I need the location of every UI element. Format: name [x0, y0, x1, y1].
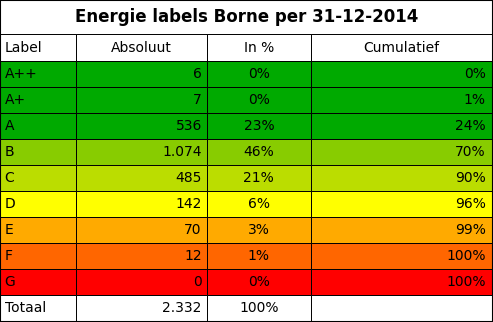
Bar: [207, 269, 311, 295]
Bar: [76, 139, 207, 165]
Bar: [76, 165, 207, 191]
Bar: [207, 217, 311, 243]
Text: F: F: [4, 249, 13, 263]
Bar: [0, 34, 76, 61]
Bar: [207, 113, 311, 139]
Bar: [0, 113, 76, 139]
Text: 96%: 96%: [455, 197, 486, 211]
Text: In %: In %: [244, 41, 274, 54]
Bar: [76, 217, 207, 243]
Text: Label: Label: [4, 41, 42, 54]
Bar: [76, 87, 207, 113]
Text: 0%: 0%: [248, 67, 270, 81]
Bar: [311, 191, 493, 217]
Bar: [311, 61, 493, 87]
Bar: [76, 269, 207, 295]
Text: 6: 6: [193, 67, 202, 81]
Text: 6%: 6%: [248, 197, 270, 211]
Text: 7: 7: [193, 93, 202, 107]
Bar: [0, 269, 76, 295]
Text: D: D: [4, 197, 15, 211]
Text: C: C: [4, 171, 14, 185]
Text: 100%: 100%: [446, 249, 486, 263]
Bar: [0, 0, 493, 34]
Text: 142: 142: [176, 197, 202, 211]
Bar: [76, 113, 207, 139]
Text: 485: 485: [176, 171, 202, 185]
Text: A: A: [4, 119, 14, 133]
Text: 70%: 70%: [455, 145, 486, 159]
Text: 0%: 0%: [248, 275, 270, 289]
Bar: [207, 61, 311, 87]
Bar: [0, 87, 76, 113]
Text: 21%: 21%: [244, 171, 274, 185]
Bar: [0, 243, 76, 269]
Text: 1%: 1%: [464, 93, 486, 107]
Text: 23%: 23%: [244, 119, 274, 133]
Bar: [76, 243, 207, 269]
Text: 536: 536: [176, 119, 202, 133]
Text: 70: 70: [184, 223, 202, 237]
Text: Energie labels Borne per 31-12-2014: Energie labels Borne per 31-12-2014: [75, 8, 418, 26]
Bar: [0, 139, 76, 165]
Bar: [311, 139, 493, 165]
Bar: [311, 295, 493, 322]
Text: 3%: 3%: [248, 223, 270, 237]
Text: 0: 0: [193, 275, 202, 289]
Bar: [0, 191, 76, 217]
Bar: [207, 139, 311, 165]
Text: 1%: 1%: [248, 249, 270, 263]
Text: Cumulatief: Cumulatief: [364, 41, 440, 54]
Text: Totaal: Totaal: [4, 301, 46, 316]
Bar: [0, 61, 76, 87]
Text: Absoluut: Absoluut: [111, 41, 172, 54]
Bar: [311, 243, 493, 269]
Text: G: G: [4, 275, 15, 289]
Bar: [76, 34, 207, 61]
Bar: [76, 61, 207, 87]
Bar: [207, 243, 311, 269]
Bar: [207, 34, 311, 61]
Text: 100%: 100%: [446, 275, 486, 289]
Bar: [0, 217, 76, 243]
Text: A+: A+: [4, 93, 26, 107]
Text: 100%: 100%: [239, 301, 279, 316]
Bar: [76, 191, 207, 217]
Bar: [207, 87, 311, 113]
Text: A++: A++: [4, 67, 37, 81]
Text: 12: 12: [184, 249, 202, 263]
Bar: [311, 34, 493, 61]
Bar: [0, 165, 76, 191]
Bar: [207, 165, 311, 191]
Bar: [311, 113, 493, 139]
Bar: [311, 269, 493, 295]
Text: 99%: 99%: [455, 223, 486, 237]
Text: 2.332: 2.332: [163, 301, 202, 316]
Text: 0%: 0%: [464, 67, 486, 81]
Text: 1.074: 1.074: [162, 145, 202, 159]
Bar: [311, 217, 493, 243]
Text: 90%: 90%: [455, 171, 486, 185]
Bar: [0, 295, 76, 322]
Bar: [76, 295, 207, 322]
Text: 46%: 46%: [244, 145, 274, 159]
Bar: [207, 295, 311, 322]
Bar: [311, 165, 493, 191]
Bar: [207, 191, 311, 217]
Text: B: B: [4, 145, 14, 159]
Text: 0%: 0%: [248, 93, 270, 107]
Bar: [311, 87, 493, 113]
Text: 24%: 24%: [455, 119, 486, 133]
Text: E: E: [4, 223, 13, 237]
